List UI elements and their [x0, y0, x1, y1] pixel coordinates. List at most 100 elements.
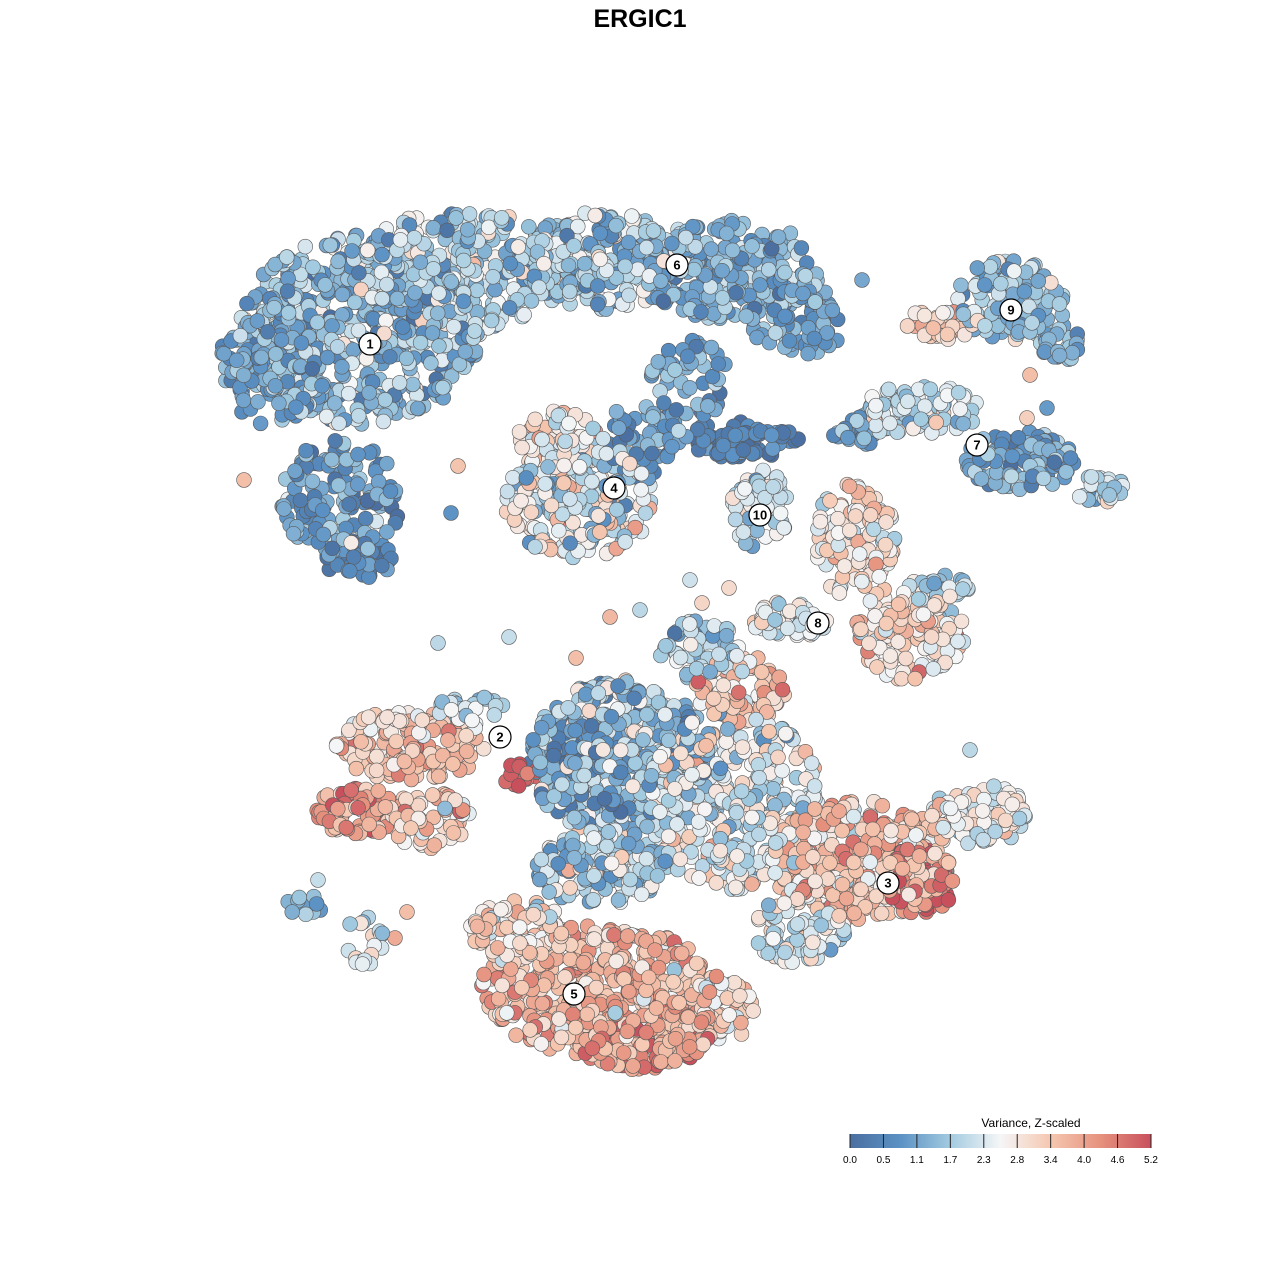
cell-point [487, 282, 503, 298]
cell-point [761, 723, 777, 740]
cell-point [838, 890, 855, 907]
cell-point [620, 835, 637, 852]
cell-point [514, 439, 530, 456]
cell-point [450, 458, 466, 474]
cell-point [461, 206, 478, 222]
cell-point [610, 892, 627, 908]
cell-point [664, 439, 680, 455]
cell-point [770, 749, 786, 765]
cell-point [727, 511, 744, 528]
cell-point [927, 845, 943, 862]
cell-point [632, 602, 648, 618]
cell-point [423, 355, 439, 371]
cell-point [305, 259, 321, 275]
cell-point [501, 629, 517, 645]
cell-point [703, 339, 720, 356]
cell-point [350, 476, 366, 493]
cell-point [898, 650, 914, 667]
chart-title: ERGIC1 [593, 5, 686, 33]
cell-point [637, 505, 654, 521]
cell-point [527, 411, 543, 427]
cell-point [822, 493, 838, 509]
cell-point [621, 287, 637, 303]
cell-point [348, 760, 364, 777]
cell-point [483, 312, 500, 329]
cell-point [765, 930, 781, 947]
cell-point [806, 778, 823, 794]
cell-point [476, 740, 492, 757]
cell-point [1010, 430, 1026, 446]
cell-point [324, 318, 340, 334]
cell-point [522, 1022, 538, 1038]
cell-point [382, 349, 398, 365]
cell-point [586, 931, 602, 947]
cell-point [430, 635, 446, 651]
cell-point [343, 782, 359, 798]
cell-point [511, 778, 527, 794]
cell-point [490, 990, 507, 1007]
cell-point [327, 433, 343, 449]
cell-point [890, 634, 906, 650]
cell-point [708, 875, 724, 891]
cell-point [568, 650, 584, 666]
cell-point [820, 871, 836, 887]
cell-point [521, 219, 537, 235]
cell-point [620, 234, 637, 251]
cell-point [469, 282, 485, 299]
cell-point [771, 596, 787, 612]
cell-point [776, 520, 792, 536]
cell-point [511, 919, 528, 935]
cell-point [369, 748, 385, 765]
cell-point [540, 459, 556, 475]
cell-point [917, 398, 933, 414]
cell-point [534, 995, 551, 1012]
cell-point [368, 762, 385, 778]
cell-point [767, 797, 783, 814]
cell-point [351, 408, 367, 424]
cell-point [308, 896, 325, 912]
cell-point [962, 742, 978, 758]
cell-point [533, 851, 550, 868]
cell-point [854, 272, 870, 288]
cell-point [395, 319, 411, 335]
cell-point [660, 342, 677, 359]
cell-point [753, 664, 770, 680]
cell-point [310, 872, 326, 888]
cell-point [877, 536, 894, 553]
cell-point [841, 478, 858, 494]
cell-point [503, 961, 519, 977]
cell-point [1022, 367, 1038, 383]
cell-point [551, 522, 567, 539]
cell-point [781, 333, 798, 349]
cell-point [412, 335, 429, 351]
cell-points [214, 205, 1131, 1078]
cell-point [750, 935, 767, 951]
cell-point [317, 277, 333, 293]
cell-point [682, 380, 698, 396]
cell-point [960, 835, 976, 851]
cell-point [645, 409, 661, 425]
cell-point [330, 477, 347, 493]
cell-point [861, 635, 877, 651]
cell-point [765, 780, 781, 797]
cell-point [953, 277, 969, 293]
cell-point [760, 945, 776, 961]
cell-point [570, 218, 586, 235]
cell-point [291, 889, 307, 906]
cell-point [608, 953, 624, 969]
cell-point [334, 286, 351, 303]
cell-point [939, 326, 956, 343]
cell-point [639, 706, 655, 723]
cell-point [585, 892, 601, 908]
cell-point [782, 603, 798, 619]
cell-point [298, 443, 314, 459]
cell-point [516, 307, 532, 323]
cell-point [459, 743, 475, 759]
cell-point [925, 320, 941, 336]
cell-point [735, 524, 752, 540]
cell-point [505, 470, 521, 486]
cell-point [457, 344, 473, 360]
cell-point [950, 633, 966, 650]
cell-point [424, 325, 441, 341]
